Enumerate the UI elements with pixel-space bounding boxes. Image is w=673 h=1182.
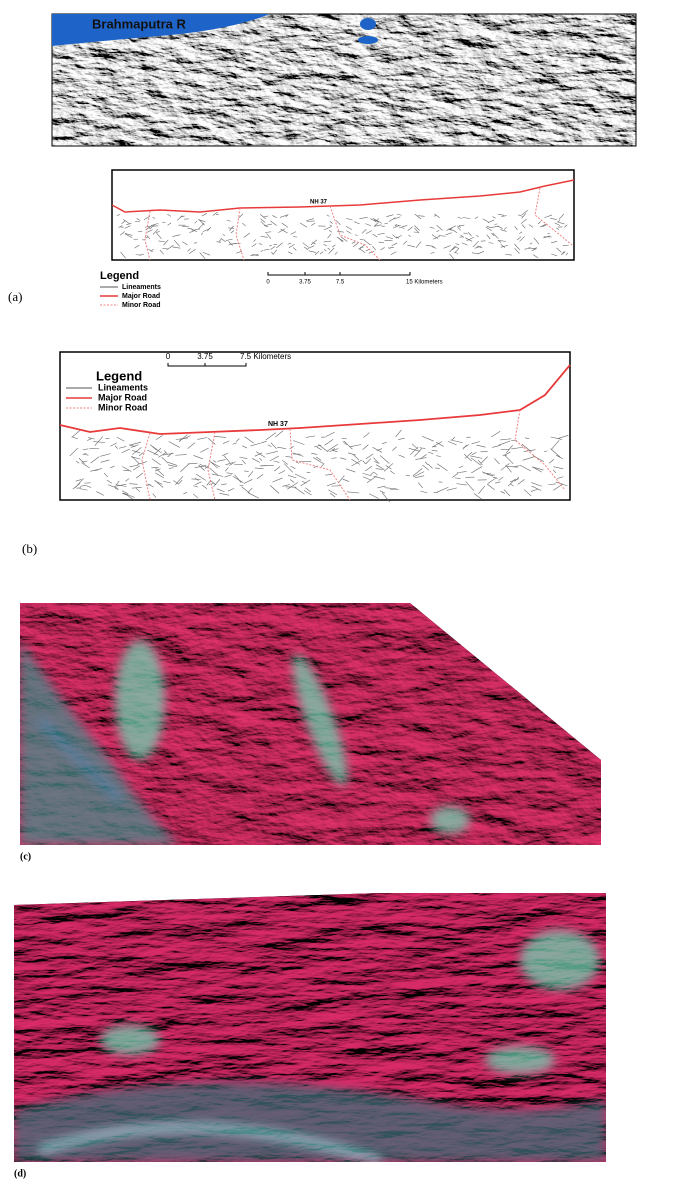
- satellite-image: [14, 893, 606, 1162]
- scale-bar: [268, 272, 410, 275]
- legend-title: Legend: [100, 270, 139, 282]
- panel-label: (b): [22, 541, 37, 556]
- scale-label: 3.75: [299, 280, 311, 286]
- lake: [360, 18, 376, 30]
- legend-item: Minor Road: [98, 402, 148, 412]
- panel-label: (d): [14, 1168, 26, 1179]
- road-label: NH 37: [310, 200, 328, 206]
- satellite-image: [20, 603, 601, 845]
- figure: Brahmaputra R NH 37 Legend Lineaments Ma…: [0, 0, 673, 1182]
- legend-item: Minor Road: [122, 302, 161, 309]
- page: {"panels": [ {"label": "(a)", "river": "…: [0, 0, 673, 1182]
- scale-label: 7.5 Kilometers: [240, 352, 291, 361]
- road-label: NH 37: [268, 421, 288, 428]
- scale-label: 0: [266, 280, 270, 286]
- river-label: Brahmaputra R: [92, 16, 187, 31]
- scale-label: 0: [166, 352, 171, 361]
- scale-label: 7.5: [336, 280, 345, 286]
- scale-label: 15 Kilometers: [406, 280, 443, 286]
- legend-item: Major Road: [122, 293, 160, 300]
- legend-item: Lineaments: [122, 284, 161, 291]
- lineament-map: NH 37: [112, 170, 574, 260]
- legend-title: Legend: [96, 368, 142, 383]
- lake: [358, 36, 378, 44]
- legend-item: Major Road: [98, 392, 147, 402]
- legend-item: Lineaments: [98, 382, 148, 392]
- panel-label: (a): [8, 289, 22, 304]
- panel-label: (c): [20, 851, 31, 862]
- map-frame: [112, 170, 574, 260]
- scale-label: 3.75: [197, 352, 213, 361]
